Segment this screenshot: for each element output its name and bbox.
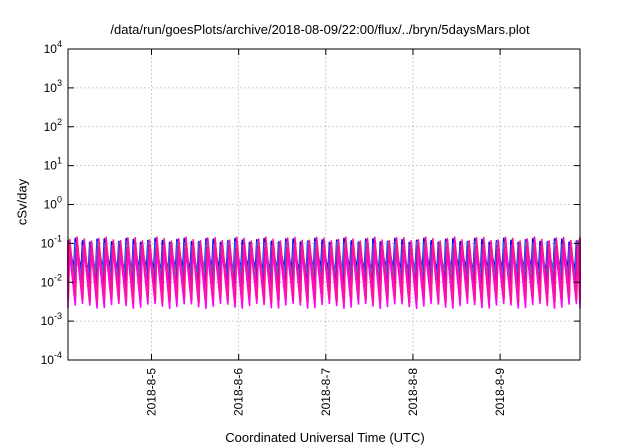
series-group (67, 236, 581, 310)
x-tick-label: 2018-8-5 (145, 368, 159, 416)
y-tick-label: 100 (44, 195, 62, 212)
grid-lines (68, 49, 580, 360)
tick-marks: 10-4 10-3 10-2 10-1 100 101 102 103 104 2018-8-5 2… (41, 39, 580, 416)
x-tick-label: 2018-8-7 (319, 368, 333, 416)
series-line (67, 236, 581, 304)
y-tick-label: 101 (44, 156, 62, 173)
x-tick-label: 2018-8-6 (232, 368, 246, 416)
y-tick-label: 10-3 (41, 311, 62, 328)
series-line (67, 245, 581, 310)
y-tick-label: 103 (44, 78, 62, 95)
y-tick-label: 10-1 (41, 233, 62, 250)
x-axis-label: Coordinated Universal Time (UTC) (225, 430, 425, 445)
x-tick-label: 2018-8-9 (493, 368, 507, 416)
y-tick-label: 104 (44, 39, 62, 56)
y-tick-label: 10-2 (41, 272, 62, 289)
y-axis-label: cSv/day (14, 178, 30, 226)
y-tick-label: 10-4 (41, 350, 62, 367)
y-tick-label: 102 (44, 117, 62, 134)
x-tick-label: 2018-8-8 (406, 368, 420, 416)
chart-title: /data/run/goesPlots/archive/2018-08-09/2… (110, 22, 530, 37)
